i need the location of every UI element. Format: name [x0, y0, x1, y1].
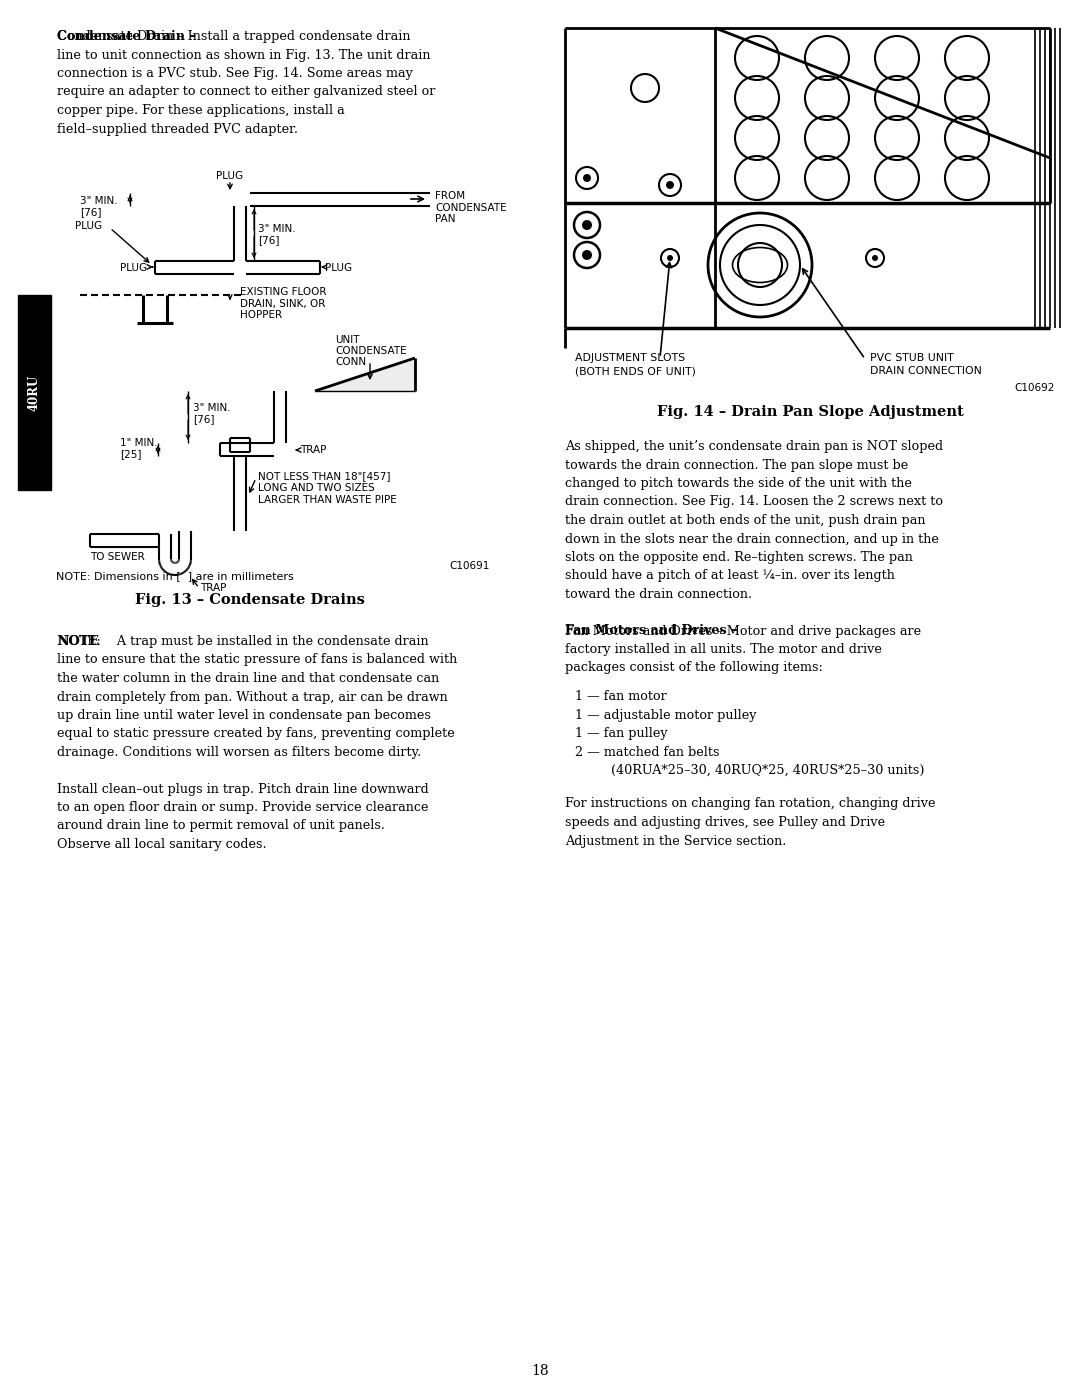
- Text: NOTE: NOTE: [57, 636, 99, 648]
- Text: 3" MIN.: 3" MIN.: [80, 196, 118, 205]
- Text: the drain outlet at both ends of the unit, push drain pan: the drain outlet at both ends of the uni…: [565, 514, 926, 527]
- Text: Fig. 14 – Drain Pan Slope Adjustment: Fig. 14 – Drain Pan Slope Adjustment: [657, 405, 963, 419]
- Text: CONN: CONN: [335, 358, 366, 367]
- Text: drain completely from pan. Without a trap, air can be drawn: drain completely from pan. Without a tra…: [57, 690, 448, 704]
- Text: field–supplied threaded PVC adapter.: field–supplied threaded PVC adapter.: [57, 123, 298, 136]
- Text: around drain line to permit removal of unit panels.: around drain line to permit removal of u…: [57, 820, 384, 833]
- Circle shape: [582, 250, 592, 260]
- Text: C10692: C10692: [1014, 383, 1055, 393]
- Circle shape: [582, 219, 592, 231]
- Text: PVC STUB UNIT: PVC STUB UNIT: [870, 353, 954, 363]
- Text: drain connection. See Fig. 14. Loosen the 2 screws next to: drain connection. See Fig. 14. Loosen th…: [565, 496, 943, 509]
- Text: Adjustment in the Service section.: Adjustment in the Service section.: [565, 834, 786, 848]
- Text: down in the slots near the drain connection, and up in the: down in the slots near the drain connect…: [565, 532, 939, 545]
- Circle shape: [583, 175, 591, 182]
- Text: copper pipe. For these applications, install a: copper pipe. For these applications, ins…: [57, 103, 345, 117]
- Text: [76]: [76]: [80, 207, 102, 217]
- Text: line to unit connection as shown in Fig. 13. The unit drain: line to unit connection as shown in Fig.…: [57, 49, 431, 61]
- Text: Observe all local sanitary codes.: Observe all local sanitary codes.: [57, 838, 267, 851]
- Text: line to ensure that the static pressure of fans is balanced with: line to ensure that the static pressure …: [57, 654, 457, 666]
- Polygon shape: [315, 358, 415, 391]
- Text: NOTE: Dimensions in [  ] are in millimeters: NOTE: Dimensions in [ ] are in millimete…: [56, 571, 294, 581]
- Text: TRAP: TRAP: [200, 583, 227, 592]
- Text: 1 — fan motor: 1 — fan motor: [575, 690, 666, 703]
- Text: to an open floor drain or sump. Provide service clearance: to an open floor drain or sump. Provide …: [57, 800, 429, 814]
- Text: Condensate Drain –: Condensate Drain –: [57, 29, 195, 43]
- Text: should have a pitch of at least ¼–in. over its length: should have a pitch of at least ¼–in. ov…: [565, 570, 895, 583]
- Text: TO SEWER: TO SEWER: [90, 552, 145, 562]
- Text: equal to static pressure created by fans, preventing complete: equal to static pressure created by fans…: [57, 728, 455, 740]
- Text: HOPPER: HOPPER: [240, 310, 282, 320]
- Text: DRAIN CONNECTION: DRAIN CONNECTION: [870, 366, 982, 376]
- Text: CONDENSATE: CONDENSATE: [435, 203, 507, 212]
- Text: (BOTH ENDS OF UNIT): (BOTH ENDS OF UNIT): [575, 366, 696, 376]
- Text: DRAIN, SINK, OR: DRAIN, SINK, OR: [240, 299, 325, 309]
- Text: drainage. Conditions will worsen as filters become dirty.: drainage. Conditions will worsen as filt…: [57, 746, 421, 759]
- Text: NOTE:    A trap must be installed in the condensate drain: NOTE: A trap must be installed in the co…: [57, 636, 429, 648]
- Text: toward the drain connection.: toward the drain connection.: [565, 588, 752, 601]
- Text: LONG AND TWO SIZES: LONG AND TWO SIZES: [258, 483, 375, 493]
- Text: speeds and adjusting drives, see Pulley and Drive: speeds and adjusting drives, see Pulley …: [565, 816, 886, 828]
- Text: packages consist of the following items:: packages consist of the following items:: [565, 662, 823, 675]
- Text: As shipped, the unit’s condensate drain pan is NOT sloped: As shipped, the unit’s condensate drain …: [565, 440, 943, 453]
- Text: slots on the opposite end. Re–tighten screws. The pan: slots on the opposite end. Re–tighten sc…: [565, 550, 913, 564]
- Text: PLUG: PLUG: [120, 263, 147, 272]
- Text: 3" MIN.: 3" MIN.: [193, 402, 231, 414]
- Text: 18: 18: [531, 1363, 549, 1377]
- Text: 2 — matched fan belts: 2 — matched fan belts: [575, 746, 719, 759]
- Text: UNIT: UNIT: [335, 335, 360, 345]
- Text: EXISTING FLOOR: EXISTING FLOOR: [240, 286, 326, 298]
- Text: 3" MIN.: 3" MIN.: [258, 224, 296, 235]
- Text: 1 — fan pulley: 1 — fan pulley: [575, 726, 667, 740]
- Text: NOT LESS THAN 18"[457]: NOT LESS THAN 18"[457]: [258, 471, 391, 481]
- Text: (40RUA*25–30, 40RUQ*25, 40RUS*25–30 units): (40RUA*25–30, 40RUQ*25, 40RUS*25–30 unit…: [595, 764, 924, 777]
- Text: Fan Motors and Drives –: Fan Motors and Drives –: [565, 624, 738, 637]
- Text: CONDENSATE: CONDENSATE: [335, 346, 407, 356]
- Text: up drain line until water level in condensate pan becomes: up drain line until water level in conde…: [57, 710, 431, 722]
- Text: PLUG: PLUG: [75, 221, 103, 231]
- Text: LARGER THAN WASTE PIPE: LARGER THAN WASTE PIPE: [258, 495, 396, 504]
- Circle shape: [872, 256, 878, 261]
- Text: ADJUSTMENT SLOTS: ADJUSTMENT SLOTS: [575, 353, 685, 363]
- Text: connection is a PVC stub. See Fig. 14. Some areas may: connection is a PVC stub. See Fig. 14. S…: [57, 67, 413, 80]
- Text: factory installed in all units. The motor and drive: factory installed in all units. The moto…: [565, 643, 882, 657]
- Text: [25]: [25]: [120, 448, 141, 460]
- Text: PAN: PAN: [435, 214, 456, 224]
- Text: changed to pitch towards the side of the unit with the: changed to pitch towards the side of the…: [565, 476, 912, 490]
- Text: require an adapter to connect to either galvanized steel or: require an adapter to connect to either …: [57, 85, 435, 99]
- Text: FROM: FROM: [435, 191, 465, 201]
- Text: towards the drain connection. The pan slope must be: towards the drain connection. The pan sl…: [565, 458, 908, 472]
- Text: Install clean–out plugs in trap. Pitch drain line downward: Install clean–out plugs in trap. Pitch d…: [57, 782, 429, 795]
- Text: 40RU: 40RU: [28, 374, 41, 411]
- Text: [76]: [76]: [193, 414, 215, 425]
- Text: C10691: C10691: [449, 562, 490, 571]
- Text: the water column in the drain line and that condensate can: the water column in the drain line and t…: [57, 672, 440, 685]
- Text: 1 — adjustable motor pulley: 1 — adjustable motor pulley: [575, 708, 756, 721]
- Text: [76]: [76]: [258, 235, 280, 244]
- Text: Condensate Drain – Install a trapped condensate drain: Condensate Drain – Install a trapped con…: [57, 29, 410, 43]
- Text: 1" MIN.: 1" MIN.: [120, 439, 158, 448]
- Circle shape: [666, 182, 674, 189]
- Text: PLUG: PLUG: [216, 170, 244, 182]
- Text: For instructions on changing fan rotation, changing drive: For instructions on changing fan rotatio…: [565, 798, 935, 810]
- Circle shape: [667, 256, 673, 261]
- Text: Fan Motors and Drives – Motor and drive packages are: Fan Motors and Drives – Motor and drive …: [565, 624, 921, 637]
- Bar: [18, 295, 51, 490]
- Text: Fig. 13 – Condensate Drains: Fig. 13 – Condensate Drains: [135, 592, 365, 608]
- Text: PLUG: PLUG: [325, 263, 352, 272]
- Text: TRAP: TRAP: [300, 446, 326, 455]
